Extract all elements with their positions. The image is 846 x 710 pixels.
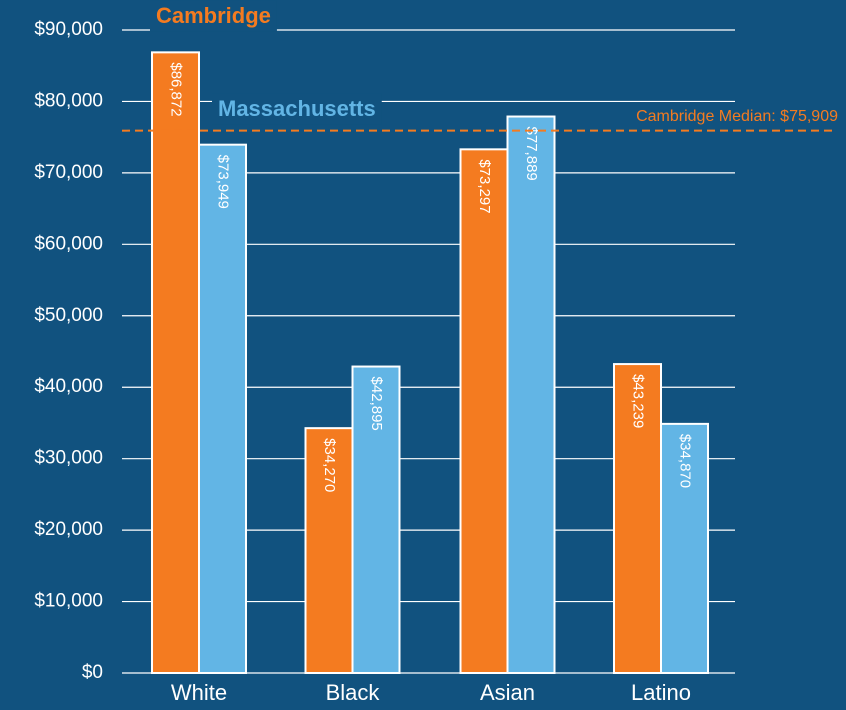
legend-backdrop xyxy=(212,93,382,125)
value-label: $43,239 xyxy=(630,374,647,428)
y-tick-label: $70,000 xyxy=(34,162,103,183)
bar xyxy=(459,148,509,674)
reference-label: Cambridge Median: $75,909 xyxy=(636,108,838,125)
legend-backdrop xyxy=(150,0,277,32)
value-label: $77,889 xyxy=(523,127,540,181)
y-tick-label: $90,000 xyxy=(34,19,103,40)
y-tick-label: $60,000 xyxy=(34,233,103,254)
value-label: $73,297 xyxy=(476,159,493,213)
value-label: $42,895 xyxy=(368,377,385,431)
bar xyxy=(613,363,662,674)
x-tick-label: Black xyxy=(326,680,381,705)
y-tick-label: $20,000 xyxy=(34,519,103,540)
bar xyxy=(506,115,556,674)
value-label: $34,270 xyxy=(321,438,338,492)
y-tick-label: $50,000 xyxy=(34,305,103,326)
bar xyxy=(660,422,709,675)
value-label: $86,872 xyxy=(168,62,185,116)
value-label: $34,870 xyxy=(677,434,694,488)
x-tick-label: White xyxy=(171,680,227,705)
legend-label: Cambridge xyxy=(156,3,271,28)
bar xyxy=(351,365,401,674)
value-label: $73,949 xyxy=(215,155,232,209)
x-tick-label: Latino xyxy=(631,680,691,705)
bar xyxy=(198,143,247,674)
y-tick-label: $40,000 xyxy=(34,376,103,397)
y-tick-label: $10,000 xyxy=(34,591,103,612)
legend-label: Massachusetts xyxy=(218,96,376,121)
bar xyxy=(151,51,200,674)
y-tick-label: $0 xyxy=(82,662,103,683)
x-tick-label: Asian xyxy=(480,680,535,705)
y-tick-label: $80,000 xyxy=(34,90,103,111)
y-tick-label: $30,000 xyxy=(34,448,103,469)
